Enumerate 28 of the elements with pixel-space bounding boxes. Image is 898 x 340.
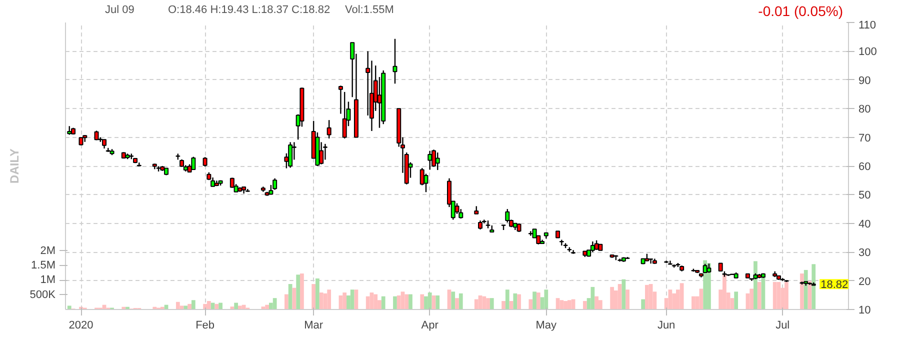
y-tick-label: 10	[858, 304, 871, 316]
y2-tick-label: 1.5M	[31, 260, 56, 272]
x-tick-label: May	[536, 320, 558, 332]
annotation: 18.82	[820, 279, 848, 292]
y-tick-label: 50	[858, 190, 871, 202]
y-tick-label: 70	[858, 132, 871, 144]
y2-tick-label: 1M	[40, 274, 56, 286]
x-tick-label: Apr	[421, 320, 439, 332]
y-tick-label: 60	[858, 161, 871, 173]
text: Vol:1.55M	[345, 3, 394, 18]
y-tick-label: 30	[858, 247, 871, 260]
x-tick-label: Mar	[304, 320, 324, 332]
y-tick-label: 90	[858, 74, 871, 87]
x-tick-label: Jun	[657, 320, 676, 332]
x-tick-label: Feb	[196, 320, 215, 332]
y-tick-label: 80	[858, 104, 871, 116]
text: O:18.46 H:19.43 L:18.37 C:18.82	[168, 3, 330, 18]
y-tick-label: 20	[858, 276, 871, 288]
text: Jul 09	[105, 3, 134, 18]
y2-tick-label: 500K	[30, 288, 56, 301]
text: -0.01 (0.05%)	[758, 2, 843, 21]
y-tick-label: 40	[858, 218, 871, 230]
y-tick-label: 110	[858, 20, 876, 32]
y-tick-label: 100	[858, 46, 877, 58]
x-tick-label: Jul	[776, 320, 790, 332]
text: DAILY	[8, 148, 22, 184]
y2-tick-label: 2M	[40, 244, 56, 257]
x-tick-label: 2020	[68, 320, 94, 332]
